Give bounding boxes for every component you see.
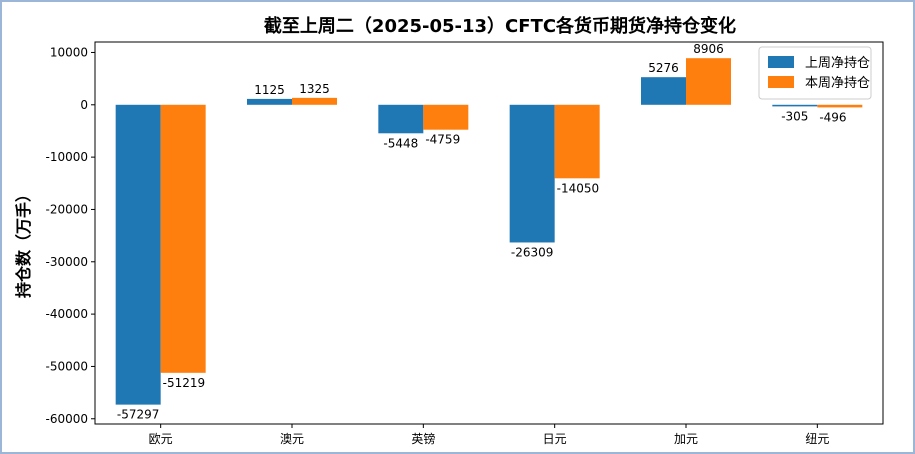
data-label: 8906	[693, 42, 724, 56]
y-axis-label: 持仓数（万手）	[14, 186, 33, 298]
legend-label: 本周净持仓	[805, 76, 870, 91]
x-tick-label: 日元	[543, 432, 567, 446]
y-tick-label: -10000	[45, 150, 88, 164]
bar-last-week	[641, 77, 686, 105]
bar-this-week	[817, 104, 863, 108]
data-label: -51219	[163, 376, 206, 390]
bar-last-week	[378, 104, 424, 134]
bar-last-week	[509, 104, 555, 243]
bar-this-week	[554, 104, 600, 179]
x-tick-label: 纽元	[805, 432, 829, 446]
bar-last-week	[247, 98, 292, 105]
plot-frame	[94, 41, 884, 425]
x-tick-label: 澳元	[280, 432, 304, 446]
data-label: 1325	[299, 82, 330, 96]
y-tick-label: -30000	[45, 255, 88, 269]
x-tick-label: 欧元	[149, 432, 173, 446]
legend-label: 上周净持仓	[805, 56, 870, 71]
y-tick-label: -20000	[45, 202, 88, 216]
bar-this-week	[686, 58, 731, 105]
bar-last-week	[115, 104, 161, 405]
legend-box	[758, 46, 872, 100]
data-label: 1125	[254, 83, 285, 97]
legend-swatch	[768, 56, 794, 68]
x-tick-label: 英镑	[411, 431, 435, 446]
data-label: 5276	[648, 61, 679, 75]
y-tick-label: -50000	[45, 359, 88, 373]
data-label: -57297	[117, 408, 160, 422]
data-label: -26309	[511, 245, 554, 259]
bar-this-week	[292, 97, 337, 105]
y-tick-label: -40000	[45, 307, 88, 321]
bar-this-week	[160, 104, 206, 373]
y-tick-label: 10000	[50, 45, 88, 59]
data-label: -5448	[383, 136, 418, 150]
y-tick-label: -60000	[45, 412, 88, 426]
plot-area: 10000 0 -10000 -20000 -30000 -40000 -50000 -600…	[45, 41, 884, 446]
data-label: -4759	[425, 133, 460, 147]
chart-title: 截至上周二（2025-05-13）CFTC各货币期货净持仓变化	[264, 15, 736, 37]
bar-last-week	[772, 104, 818, 107]
data-label: -305	[781, 109, 808, 123]
bar-this-week	[423, 104, 469, 130]
y-tick-label: 0	[80, 98, 88, 112]
data-label: -14050	[557, 181, 600, 195]
x-tick-label: 加元	[674, 432, 698, 446]
data-label: -496	[819, 110, 846, 124]
legend-swatch	[768, 76, 794, 88]
